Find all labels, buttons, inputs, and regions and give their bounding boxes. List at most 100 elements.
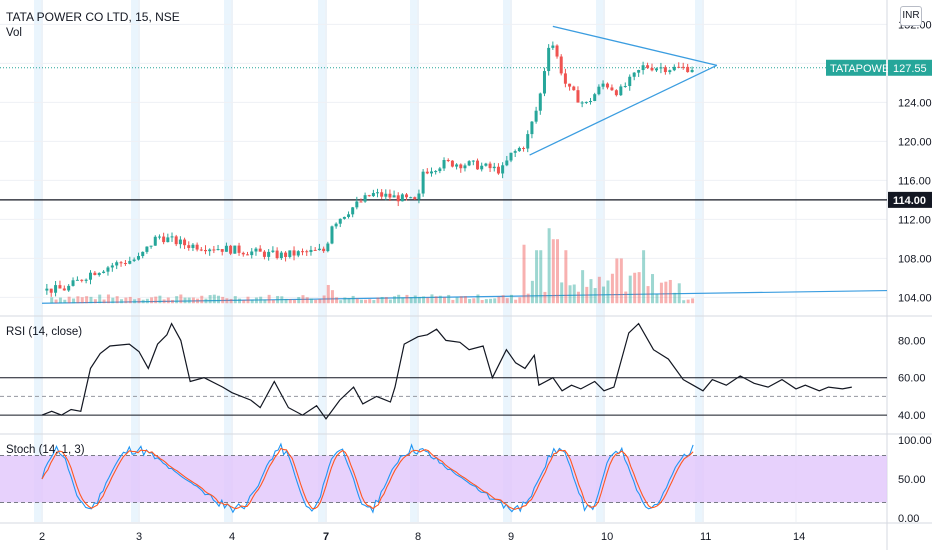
volume-bar <box>463 296 467 304</box>
candle-body <box>392 195 396 198</box>
volume-bar <box>187 297 191 304</box>
candle-body <box>650 67 654 71</box>
volume-bar <box>480 300 484 304</box>
volume-bar <box>72 298 76 304</box>
candle-body <box>677 66 681 68</box>
session-highlight <box>318 0 327 522</box>
candle-body <box>301 251 304 253</box>
volume-bar <box>284 298 288 304</box>
volume-bar <box>162 299 166 304</box>
volume-bar <box>610 273 614 304</box>
volume-bar <box>175 296 179 304</box>
volume-bar <box>330 290 334 304</box>
volume-bar <box>67 296 71 304</box>
volume-bar <box>250 299 254 304</box>
candle-body <box>593 94 597 101</box>
level-price-label: 114.00 <box>893 195 926 207</box>
candle-body <box>162 236 166 243</box>
candle-body <box>551 45 555 48</box>
candle-body <box>425 171 429 174</box>
volume-bar <box>447 294 451 304</box>
price-tick-label: 104.00 <box>898 292 932 304</box>
candle-body <box>338 218 342 224</box>
candle-body <box>166 237 170 243</box>
volume-bar <box>493 298 497 304</box>
currency-button[interactable]: INR <box>900 6 922 26</box>
volume-bar <box>393 296 397 304</box>
volume-bar <box>259 296 263 304</box>
x-tick-label: 11 <box>700 531 711 543</box>
candle-body <box>309 249 313 253</box>
candle-body <box>488 163 492 169</box>
volume-bar <box>54 299 58 304</box>
volume-bar <box>602 286 606 304</box>
candle-body <box>288 250 292 257</box>
candle-body <box>220 249 224 252</box>
candle-body <box>442 160 446 169</box>
volume-bar <box>443 297 447 304</box>
volume-bar <box>351 295 355 304</box>
candle-body <box>376 192 380 194</box>
volume-bar <box>686 299 690 304</box>
candle-body <box>183 239 187 246</box>
volume-bar <box>455 297 459 304</box>
volume-bar <box>560 282 564 304</box>
candle-body <box>628 76 632 86</box>
candle-body <box>605 83 609 88</box>
stoch-tick-label: 0.00 <box>898 513 919 525</box>
volume-bar <box>539 250 543 304</box>
volume-bar <box>217 295 221 304</box>
candle-body <box>326 243 330 252</box>
volume-bar <box>297 297 301 304</box>
candle-body <box>513 151 517 153</box>
candle-body <box>672 66 676 71</box>
candle-body <box>509 152 513 161</box>
volume-bar <box>677 283 681 304</box>
volume-bar <box>682 300 686 304</box>
candle-body <box>334 223 338 227</box>
rsi-tick-label: 80.00 <box>898 335 926 347</box>
volume-bar <box>501 295 505 304</box>
candle-body <box>438 168 442 172</box>
volume-bar <box>50 297 54 304</box>
candle-body <box>49 288 53 293</box>
volume-bar <box>619 258 623 304</box>
volume-bar <box>522 244 526 304</box>
volume-bar <box>246 296 250 304</box>
volume-bar <box>170 299 174 304</box>
candle-body <box>54 285 58 293</box>
candle-body <box>463 165 467 169</box>
price-tick-label: 112.00 <box>898 214 931 226</box>
x-tick-label: 9 <box>508 531 514 543</box>
candle-body <box>484 163 488 166</box>
volume-bar <box>359 299 363 304</box>
candle-body <box>191 244 195 248</box>
candle-body <box>641 65 645 71</box>
volume-bar <box>326 284 330 304</box>
candle-body <box>686 66 690 73</box>
volume-bar <box>576 291 580 304</box>
volume-bar <box>380 296 384 304</box>
volume-bar <box>343 297 347 304</box>
volume-bar <box>489 298 493 304</box>
volume-bar <box>225 298 229 304</box>
candle-body <box>93 272 97 276</box>
volume-bar <box>397 294 401 304</box>
volume-bar <box>434 296 438 304</box>
candle-body <box>455 164 459 167</box>
volume-bar <box>668 279 672 304</box>
candle-body <box>547 47 551 72</box>
volume-bar <box>200 295 204 304</box>
stoch-tick-label: 50.00 <box>898 474 926 486</box>
volume-bar <box>376 297 380 304</box>
volume-bar <box>305 297 309 304</box>
candle-body <box>199 249 203 251</box>
candle-body <box>58 285 62 289</box>
volume-bar <box>208 295 212 304</box>
candle-body <box>313 249 317 251</box>
candle-body <box>388 193 392 198</box>
candle-body <box>371 193 375 197</box>
volume-bar <box>422 296 426 304</box>
candle-body <box>141 251 145 257</box>
